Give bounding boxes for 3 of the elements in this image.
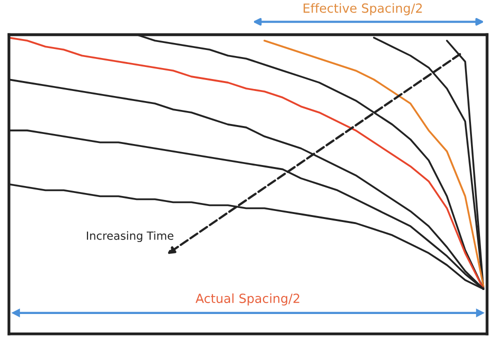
text: Effective Spacing/2: [304, 3, 422, 16]
annotation: Increasing Time: [86, 231, 174, 242]
annotation: Actual Spacing/2: [196, 293, 300, 306]
